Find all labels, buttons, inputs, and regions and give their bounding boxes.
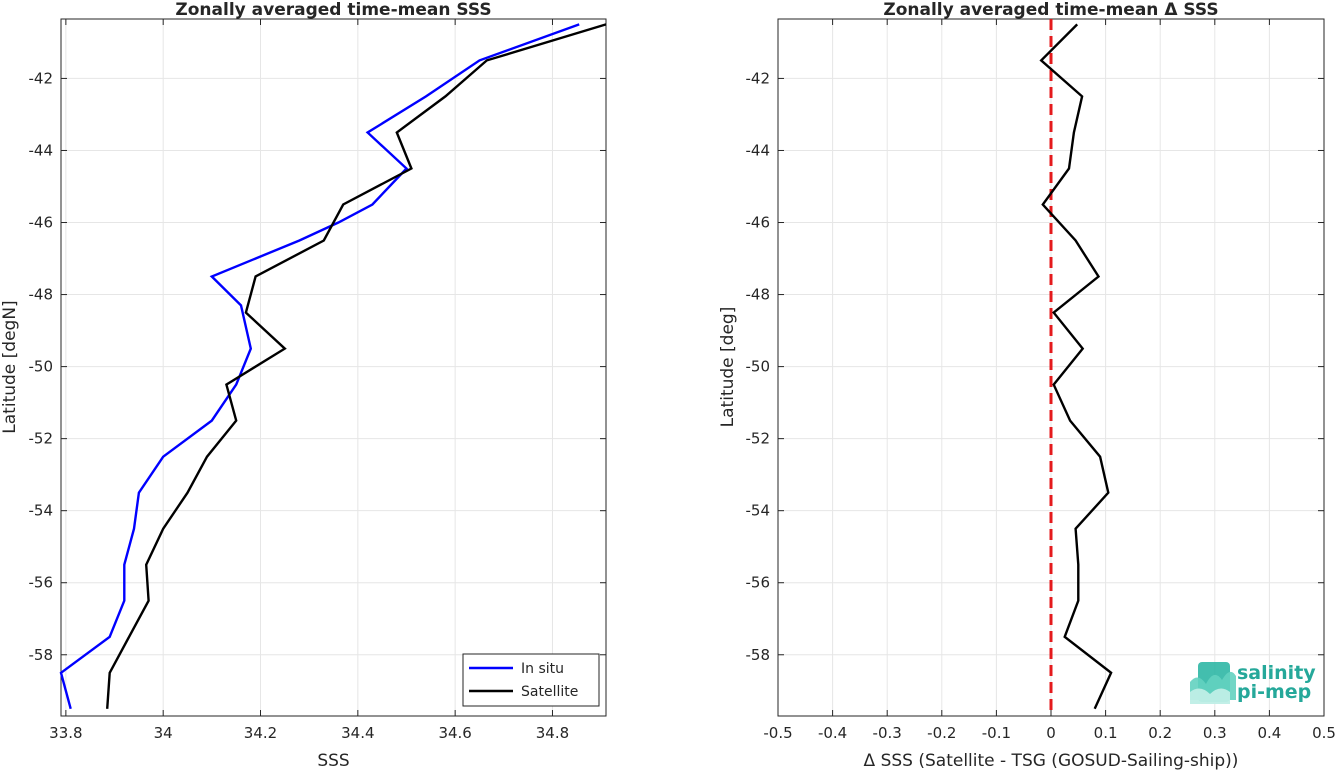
y-tick-label: -58 [29,646,54,664]
y-tick-label: -58 [746,646,771,664]
y-tick-label: -52 [746,430,771,448]
series-line-in-situ [59,23,580,710]
x-tick-label: -0.2 [927,724,956,742]
x-axis-label: SSS [317,751,349,770]
logo-text-line1: salinity [1237,662,1316,684]
y-tick-label: -44 [29,141,54,159]
sss-panel: 33.8 34 34.2 34.4 34.6 34.8 -42 -44 -46 -48 -50 -52… [0,0,607,770]
x-tick-label: 34.4 [341,724,374,742]
x-tick-label: 0.3 [1203,724,1227,742]
series-line-satellite [106,23,607,709]
y-tick-label: -54 [746,502,771,520]
x-tick-label: -0.5 [763,724,792,742]
y-tick-label: -44 [746,141,771,159]
legend: In situ Satellite [462,653,600,707]
y-tick-label: -46 [29,214,54,232]
series-line-0 [1039,23,1113,710]
x-tick-label: 0.4 [1257,724,1281,742]
y-tick-label: -56 [29,574,54,592]
legend-label: In situ [521,661,564,677]
y-axis-label: Latitude [deg] [718,307,738,428]
y-tick-label: -48 [746,286,771,304]
y-tick-label: -56 [746,574,771,592]
y-tick-label: -50 [746,358,771,376]
wave-icon [1190,662,1236,704]
x-tick-label: 0.5 [1312,724,1336,742]
legend-box [462,653,600,707]
salinity-pi-mep-logo: salinity pi-mep [1190,662,1316,704]
x-tick-label: 34 [154,724,173,742]
y-tick-label: -42 [746,69,771,87]
x-tick-label: 0.2 [1148,724,1172,742]
x-tick-label: -0.4 [818,724,847,742]
x-tick-label: 34.6 [438,724,471,742]
y-tick-label: -46 [746,214,771,232]
x-tick-label: 34.8 [536,724,569,742]
x-tick-label: 34.2 [244,724,277,742]
chart-title: Zonally averaged time-mean Δ SSS [883,0,1218,20]
legend-label: Satellite [521,684,578,700]
plot-area-frame [60,18,607,717]
y-tick-label: -54 [29,502,54,520]
x-tick-label: -0.1 [982,724,1011,742]
chart-title: Zonally averaged time-mean SSS [175,0,491,20]
y-tick-label: -42 [29,69,54,87]
x-tick-label: -0.3 [873,724,902,742]
x-tick-label: 33.8 [49,724,82,742]
y-tick-label: -48 [29,286,54,304]
x-tick-label: 0.1 [1094,724,1118,742]
x-axis-label: Δ SSS (Satellite - TSG (GOSUD-Sailing-sh… [864,751,1239,770]
delta-sss-panel: -0.5 -0.4 -0.3 -0.2 -0.1 0 0.1 0.2 0.3 0.4 0.5 -42 -… [718,0,1336,770]
logo-text-line2: pi-mep [1237,681,1311,703]
y-tick-label: -52 [29,430,54,448]
y-tick-label: -50 [29,358,54,376]
y-axis-label: Latitude [degN] [0,300,20,433]
x-tick-label: 0 [1046,724,1056,742]
